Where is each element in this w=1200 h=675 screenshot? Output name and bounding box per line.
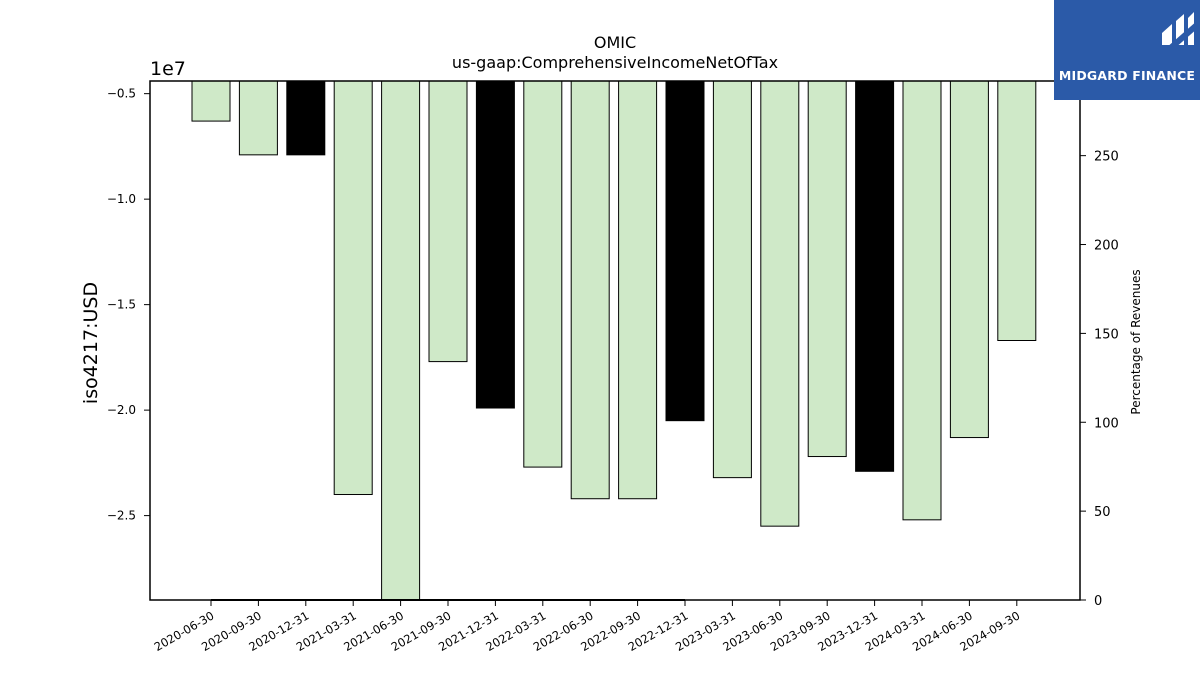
bar [949, 80, 989, 439]
y2-tick-label: 200 [1094, 239, 1119, 254]
y2-tick-label: 0 [1094, 594, 1102, 609]
bar [475, 80, 515, 409]
bar [807, 80, 847, 458]
bar [570, 80, 610, 500]
y-tick-label: −2.5 [107, 509, 136, 523]
bar [523, 80, 563, 468]
bar [238, 80, 278, 156]
bar [191, 80, 231, 122]
bar [712, 80, 752, 479]
bar [997, 80, 1037, 341]
plot-frame [149, 80, 1081, 601]
bar [902, 80, 942, 521]
y-axis-label: iso4217:USD [80, 282, 102, 404]
y-tick-label: −2.0 [107, 403, 136, 417]
y-tick-label: −1.0 [107, 192, 136, 206]
y2-tick-label: 50 [1094, 505, 1111, 520]
y-scale-label: 1e7 [150, 58, 186, 80]
y2-axis-label: Percentage of Revenues [1129, 269, 1143, 414]
brand-name: MIDGARD FINANCE [1058, 68, 1196, 83]
y-tick-label: −0.5 [107, 87, 136, 101]
y2-tick-label: 150 [1094, 327, 1119, 342]
bar [428, 80, 468, 363]
chart-subtitle: us-gaap:ComprehensiveIncomeNetOfTax [452, 53, 778, 72]
y-tick-label: −1.5 [107, 298, 136, 312]
bar [333, 80, 373, 496]
bar [855, 80, 895, 472]
bar [618, 80, 658, 500]
chart-title: OMIC [594, 33, 636, 52]
y2-tick-label: 250 [1094, 150, 1119, 165]
bar [286, 80, 326, 156]
brand-logo: MIDGARD FINANCE [1054, 0, 1200, 100]
bar [665, 80, 705, 422]
bar [381, 80, 421, 601]
bar [760, 80, 800, 527]
midgard-logo-icon [1162, 12, 1198, 56]
y2-tick-label: 100 [1094, 416, 1119, 431]
